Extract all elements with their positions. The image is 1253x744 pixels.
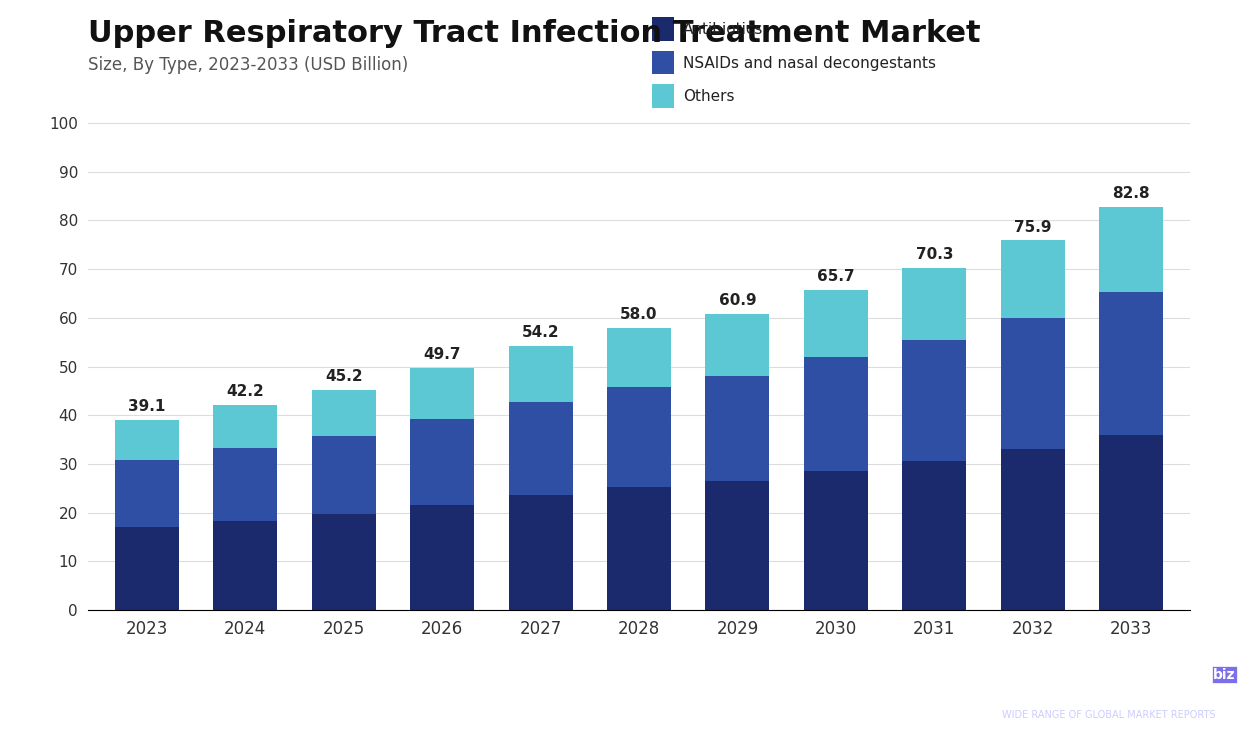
- Text: Antibiotics: Antibiotics: [683, 22, 763, 37]
- Bar: [213, 521, 277, 610]
- Bar: [312, 390, 376, 436]
- Text: 60.9: 60.9: [719, 292, 757, 308]
- Bar: [902, 461, 966, 610]
- Bar: [902, 268, 966, 339]
- Bar: [606, 327, 672, 387]
- Bar: [213, 448, 277, 521]
- Text: NSAIDs and nasal decongestants: NSAIDs and nasal decongestants: [683, 56, 936, 71]
- Text: 45.2: 45.2: [325, 369, 362, 384]
- Text: 8.0%: 8.0%: [177, 665, 299, 708]
- Bar: [705, 481, 769, 610]
- Bar: [410, 504, 474, 610]
- Bar: [509, 496, 573, 610]
- Text: Others: Others: [683, 89, 734, 104]
- Bar: [115, 420, 179, 460]
- Text: $82.8B: $82.8B: [652, 665, 827, 708]
- Bar: [606, 487, 672, 610]
- Bar: [1099, 207, 1163, 292]
- Text: 54.2: 54.2: [521, 325, 559, 340]
- Text: ✓: ✓: [952, 670, 980, 703]
- Bar: [804, 471, 868, 610]
- Text: biz: biz: [1213, 668, 1235, 682]
- Bar: [1099, 292, 1163, 434]
- Bar: [705, 313, 769, 376]
- Text: 42.2: 42.2: [227, 384, 264, 399]
- Text: Upper Respiratory Tract Infection Treatment Market: Upper Respiratory Tract Infection Treatm…: [88, 19, 980, 48]
- Text: 75.9: 75.9: [1014, 219, 1051, 234]
- Text: 58.0: 58.0: [620, 307, 658, 322]
- Text: 65.7: 65.7: [817, 269, 855, 284]
- Bar: [1001, 449, 1065, 610]
- Bar: [509, 402, 573, 496]
- Text: WIDE RANGE OF GLOBAL MARKET REPORTS: WIDE RANGE OF GLOBAL MARKET REPORTS: [1002, 711, 1215, 720]
- Text: The forecasted market
size for 2033 in USD: The forecasted market size for 2033 in U…: [439, 663, 634, 699]
- Bar: [115, 527, 179, 610]
- Bar: [410, 368, 474, 419]
- Bar: [804, 290, 868, 357]
- Bar: [1099, 434, 1163, 610]
- Text: MarketResearch: MarketResearch: [1002, 665, 1207, 684]
- Bar: [606, 387, 672, 487]
- Bar: [509, 346, 573, 402]
- Bar: [213, 405, 277, 448]
- Text: The Market will Grow
At the CAGR of:: The Market will Grow At the CAGR of:: [25, 663, 207, 699]
- Text: 82.8: 82.8: [1113, 186, 1150, 201]
- Bar: [804, 357, 868, 471]
- Bar: [1001, 240, 1065, 318]
- Bar: [705, 376, 769, 481]
- Bar: [902, 339, 966, 461]
- Text: 70.3: 70.3: [916, 247, 954, 262]
- Bar: [312, 436, 376, 514]
- Text: Size, By Type, 2023-2033 (USD Billion): Size, By Type, 2023-2033 (USD Billion): [88, 56, 408, 74]
- Bar: [410, 419, 474, 504]
- Bar: [1001, 318, 1065, 449]
- Text: 39.1: 39.1: [128, 399, 165, 414]
- Bar: [312, 514, 376, 610]
- Text: 49.7: 49.7: [424, 347, 461, 362]
- Bar: [115, 460, 179, 527]
